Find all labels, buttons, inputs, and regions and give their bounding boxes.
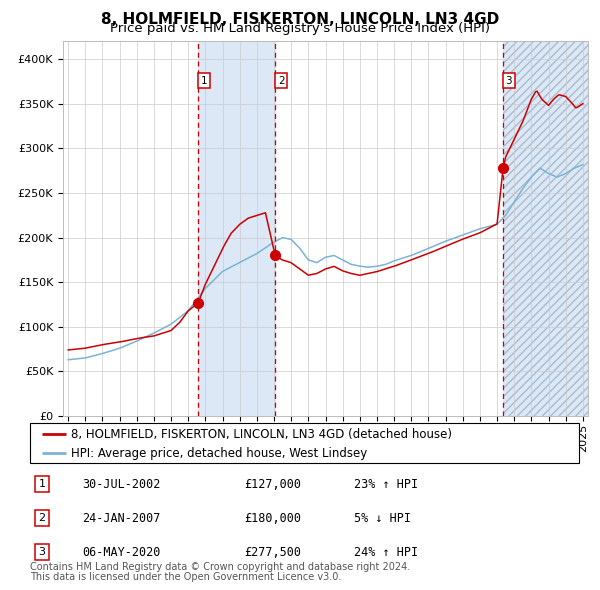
FancyBboxPatch shape bbox=[30, 423, 579, 463]
Text: 06-MAY-2020: 06-MAY-2020 bbox=[82, 546, 161, 559]
Text: 1: 1 bbox=[201, 76, 208, 86]
Text: HPI: Average price, detached house, West Lindsey: HPI: Average price, detached house, West… bbox=[71, 447, 367, 460]
Text: 3: 3 bbox=[506, 76, 512, 86]
Text: £127,000: £127,000 bbox=[244, 478, 301, 491]
Text: Price paid vs. HM Land Registry's House Price Index (HPI): Price paid vs. HM Land Registry's House … bbox=[110, 22, 490, 35]
Bar bbox=[198, 41, 275, 416]
Text: 8, HOLMFIELD, FISKERTON, LINCOLN, LN3 4GD (detached house): 8, HOLMFIELD, FISKERTON, LINCOLN, LN3 4G… bbox=[71, 428, 452, 441]
Text: 30-JUL-2002: 30-JUL-2002 bbox=[82, 478, 161, 491]
Text: 24% ↑ HPI: 24% ↑ HPI bbox=[354, 546, 418, 559]
Text: This data is licensed under the Open Government Licence v3.0.: This data is licensed under the Open Gov… bbox=[30, 572, 341, 582]
Text: 3: 3 bbox=[38, 548, 46, 558]
Text: Contains HM Land Registry data © Crown copyright and database right 2024.: Contains HM Land Registry data © Crown c… bbox=[30, 562, 410, 572]
Text: 23% ↑ HPI: 23% ↑ HPI bbox=[354, 478, 418, 491]
Bar bbox=[503, 41, 588, 416]
Text: 1: 1 bbox=[38, 479, 46, 489]
Text: 5% ↓ HPI: 5% ↓ HPI bbox=[354, 512, 411, 525]
Text: £180,000: £180,000 bbox=[244, 512, 301, 525]
Text: 8, HOLMFIELD, FISKERTON, LINCOLN, LN3 4GD: 8, HOLMFIELD, FISKERTON, LINCOLN, LN3 4G… bbox=[101, 12, 499, 27]
Text: £277,500: £277,500 bbox=[244, 546, 301, 559]
Text: 24-JAN-2007: 24-JAN-2007 bbox=[82, 512, 161, 525]
Text: 2: 2 bbox=[278, 76, 284, 86]
Bar bbox=[503, 41, 588, 416]
Text: 2: 2 bbox=[38, 513, 46, 523]
